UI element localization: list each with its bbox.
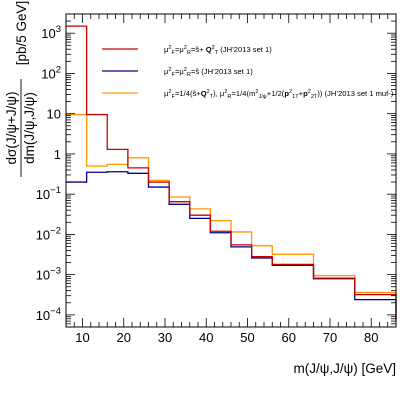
- x-tick-label: 30: [158, 330, 172, 345]
- x-tick-label: 50: [240, 330, 254, 345]
- y-axis-label: dσ(J/ψ+J/ψ) dm(J/ψ,J/ψ) [pb/5 GeV]: [4, 1, 37, 177]
- x-axis: 10 20 30 40 50 60 70 80: [65, 14, 397, 345]
- x-tick-label: 70: [323, 330, 337, 345]
- y-axis: 10−4 10−3 10−2 10−1 1 10 102 103: [36, 13, 396, 328]
- y-tick-label: 10−1: [36, 185, 61, 202]
- x-tick-label: 40: [199, 330, 213, 345]
- y-tick-label: 1: [54, 147, 61, 162]
- y-tick-label: 10−2: [36, 225, 61, 242]
- series-red-line: [66, 25, 397, 322]
- x-tick-label: 20: [117, 330, 131, 345]
- y-tick-label: 10: [47, 107, 61, 122]
- x-tick-label: 80: [364, 330, 378, 345]
- y-tick-label: 103: [41, 24, 61, 41]
- y-tick-label: 10−3: [36, 266, 61, 283]
- x-tick-label: 60: [282, 330, 296, 345]
- y-tick-label: 102: [41, 64, 61, 81]
- y-axis-label-units: [pb/5 GeV]: [14, 1, 29, 66]
- x-tick-label: 10: [75, 330, 89, 345]
- y-tick-label: 10−4: [36, 306, 61, 323]
- series-layer: [66, 25, 397, 322]
- series-orange-line: [66, 113, 397, 300]
- legend-label-red: μ2F=μ2R=ŝ+ Q2T (JH’2013 set 1): [164, 45, 272, 56]
- x-axis-label: m(J/ψ,J/ψ) [GeV]: [293, 361, 396, 376]
- legend-label-blue: μ2F=μ2R=ŝ (JH’2013 set 1): [164, 67, 253, 78]
- plot-frame: [65, 13, 397, 328]
- y-axis-label-numerator: dσ(J/ψ+J/ψ): [4, 92, 19, 165]
- legend: μ2F=μ2R=ŝ+ Q2T (JH’2013 set 1) μ2F=μ2R=ŝ…: [102, 45, 394, 100]
- y-axis-label-denominator: dm(J/ψ,J/ψ): [22, 92, 37, 164]
- legend-label-orange: μ2F=1/4(ŝ+Q2T), μ2R=1/4(m2J/ψ+1/2(p21T+p…: [164, 89, 394, 100]
